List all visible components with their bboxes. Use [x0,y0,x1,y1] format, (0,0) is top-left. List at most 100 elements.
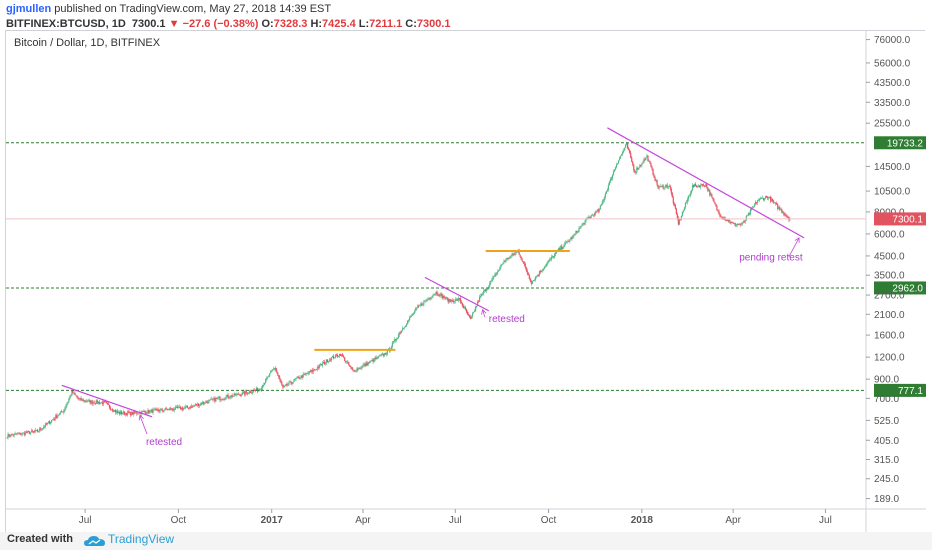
candle-body [176,406,178,409]
candle-body [152,409,154,413]
candle-body [351,367,353,369]
candle-body [774,202,776,204]
chart-title: Bitcoin / Dollar, 1D, BITFINEX [14,37,161,49]
candle-body [52,419,54,421]
candle-body [286,384,288,386]
candle-body [672,197,674,204]
chart-frame[interactable]: Bitcoin / Dollar, 1D, BITFINEX retested re… [5,30,926,534]
candle-body [304,373,306,375]
candle-body [29,432,31,434]
candle-body [540,270,543,273]
candle-body [180,407,183,410]
candle-body [268,376,270,378]
candle-body [503,261,505,264]
candle-body [342,354,344,357]
candle-body [505,258,507,262]
candle-body [163,410,165,412]
candle-body [95,400,97,404]
candle-body [507,257,509,260]
candle-body [573,234,575,236]
candle-body [390,346,392,350]
candle-body [610,178,613,180]
candle-body [192,405,194,407]
candle-body [184,406,187,408]
candle-body [775,202,777,204]
candle-body [483,291,485,294]
candle-body [631,157,633,162]
price-chart[interactable]: Bitcoin / Dollar, 1D, BITFINEX retested re… [6,31,926,534]
candle-body [701,183,703,186]
candle-body [45,423,48,425]
candle-body [231,395,233,397]
candle-body [419,305,421,307]
candle-body [519,254,521,257]
candle-body [514,252,516,255]
candle-body [235,394,237,396]
candle-body [639,164,641,168]
candle-body [301,375,303,378]
candle-body [561,246,563,249]
candle-body [462,305,464,308]
candle-body [260,388,263,390]
candle-body [287,384,289,386]
candle-body [297,376,299,378]
candle-body [203,402,205,404]
y-tick-label: 525.0 [874,416,899,427]
candle-body [502,263,504,265]
candle-body [739,223,741,225]
candle-body [714,202,716,205]
candle-body [108,404,111,408]
candle-body [356,368,358,372]
candle-body [55,415,57,419]
candle-body [763,198,766,200]
tradingview-logo-text[interactable]: TradingView [108,532,175,546]
candle-body [683,207,686,211]
candle-body [778,207,780,209]
low-value: 7211.1 [369,18,403,30]
candle-body [368,362,370,364]
y-tick-label: 2100.0 [874,310,905,321]
candle-body [628,148,630,151]
candle-body [224,398,226,400]
arrow-head [794,237,800,243]
candle-body [285,384,287,386]
y-tick-label: 1600.0 [874,331,905,342]
candle-body [128,411,130,413]
candle-body [720,216,722,218]
candle-body [32,431,34,433]
candle-body [237,393,239,395]
candle-body [686,199,689,203]
candle-body [482,293,484,295]
candle-body [497,270,499,273]
candle-body [238,394,240,396]
candle-body [266,377,268,379]
candle-body [103,401,105,403]
author-link[interactable]: gjmullen [6,3,52,15]
candle-body [212,398,214,400]
price-label-text: 7300.1 [892,214,923,225]
candle-body [70,395,72,397]
candle-body [784,214,786,216]
candle-body [576,231,578,233]
candle-body [316,367,318,370]
candle-body [183,407,186,409]
candle-body [278,375,280,378]
candle-body [638,167,640,170]
candle-body [58,414,60,416]
candle-body [233,393,235,396]
candle-body [107,403,110,405]
candle-body [528,275,530,279]
candle-body [372,359,374,362]
candle-body [386,350,388,355]
candle-body [498,269,500,271]
candle-body [28,431,30,434]
candle-body [611,175,614,179]
candle-body [84,400,86,402]
created-with-label: Created with [7,533,74,545]
candle-body [590,215,592,218]
candle-body [256,388,259,392]
candle-body [747,213,749,216]
candle-body [355,371,357,373]
candle-body [642,162,644,164]
candle-body [350,366,352,368]
